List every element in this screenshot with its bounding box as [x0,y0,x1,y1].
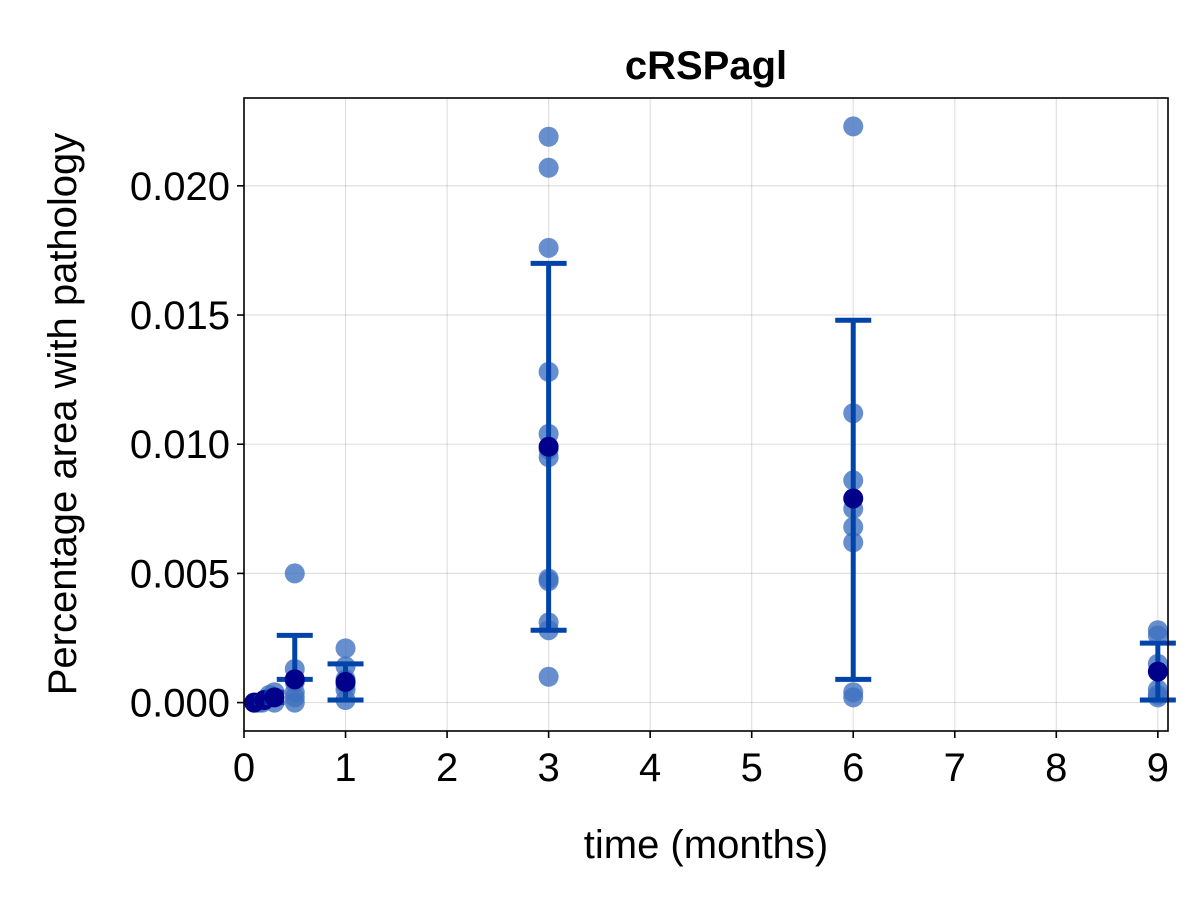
y-tick-label: 0.005 [130,552,230,596]
x-tick-label: 7 [944,746,966,790]
data-point [538,126,559,147]
x-tick-label: 5 [741,746,763,790]
data-point [538,157,559,178]
data-point [538,666,559,687]
mean-point [1147,661,1168,682]
x-tick-label: 4 [639,746,661,790]
data-point [284,692,305,713]
mean-point [538,436,559,457]
data-point [843,116,864,137]
x-tick-label: 6 [842,746,864,790]
y-tick-label: 0.020 [130,165,230,209]
grid-layer [243,98,1168,731]
y-axis-label: Percentage area with pathology [41,133,85,696]
data-point [1147,625,1168,646]
data-point [843,687,864,708]
marks-layer [244,116,1176,713]
chart-title: cRSPagl [625,44,787,88]
data-point [538,237,559,258]
y-tick-label: 0.015 [130,294,230,338]
x-tick-label: 9 [1147,746,1169,790]
mean-point [264,687,285,708]
plot-frame [243,97,1169,732]
data-point [335,638,356,659]
mean-point [284,669,305,690]
mean-point [843,488,864,509]
x-tick-label: 8 [1045,746,1067,790]
data-point [284,563,305,584]
x-tick-label: 3 [537,746,559,790]
y-tick-label: 0.000 [130,682,230,726]
y-tick-label: 0.010 [130,423,230,467]
x-axis-label: time (months) [584,823,829,867]
x-tick-label: 2 [436,746,458,790]
ticks-layer: 0 1 2 3 4 5 6 7 8 9 0.000 0.005 0.010 0.015 0.020 [130,165,1169,790]
x-tick-label: 0 [233,746,255,790]
mean-point [335,671,356,692]
x-tick-label: 1 [334,746,356,790]
